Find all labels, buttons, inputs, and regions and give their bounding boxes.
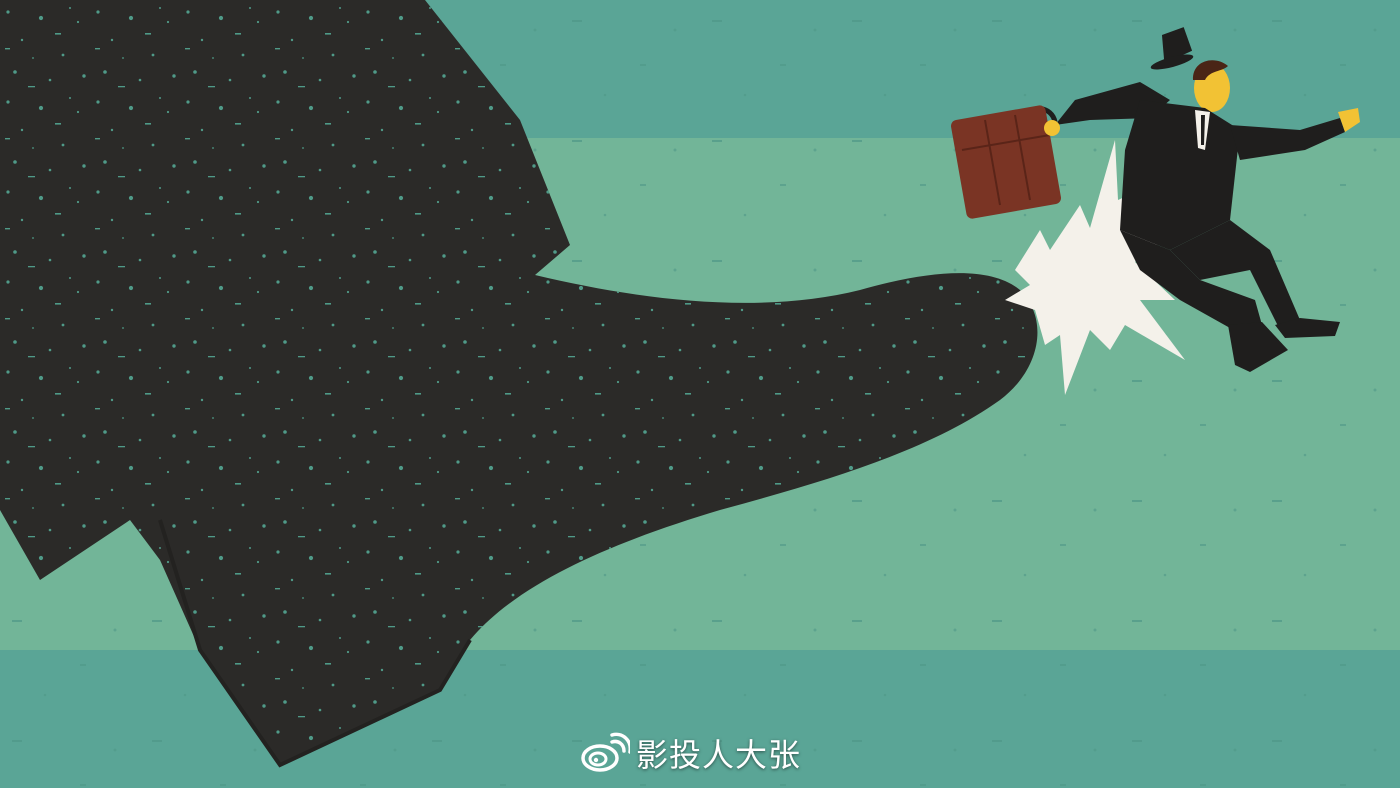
watermark: 影投人大张: [580, 728, 801, 778]
watermark-text: 影投人大张: [636, 736, 802, 774]
businessman: [1044, 27, 1360, 372]
weibo-icon: [581, 732, 630, 772]
briefcase: [950, 105, 1062, 219]
giant-boot: [0, 0, 1038, 768]
impact-burst: [1005, 140, 1185, 395]
